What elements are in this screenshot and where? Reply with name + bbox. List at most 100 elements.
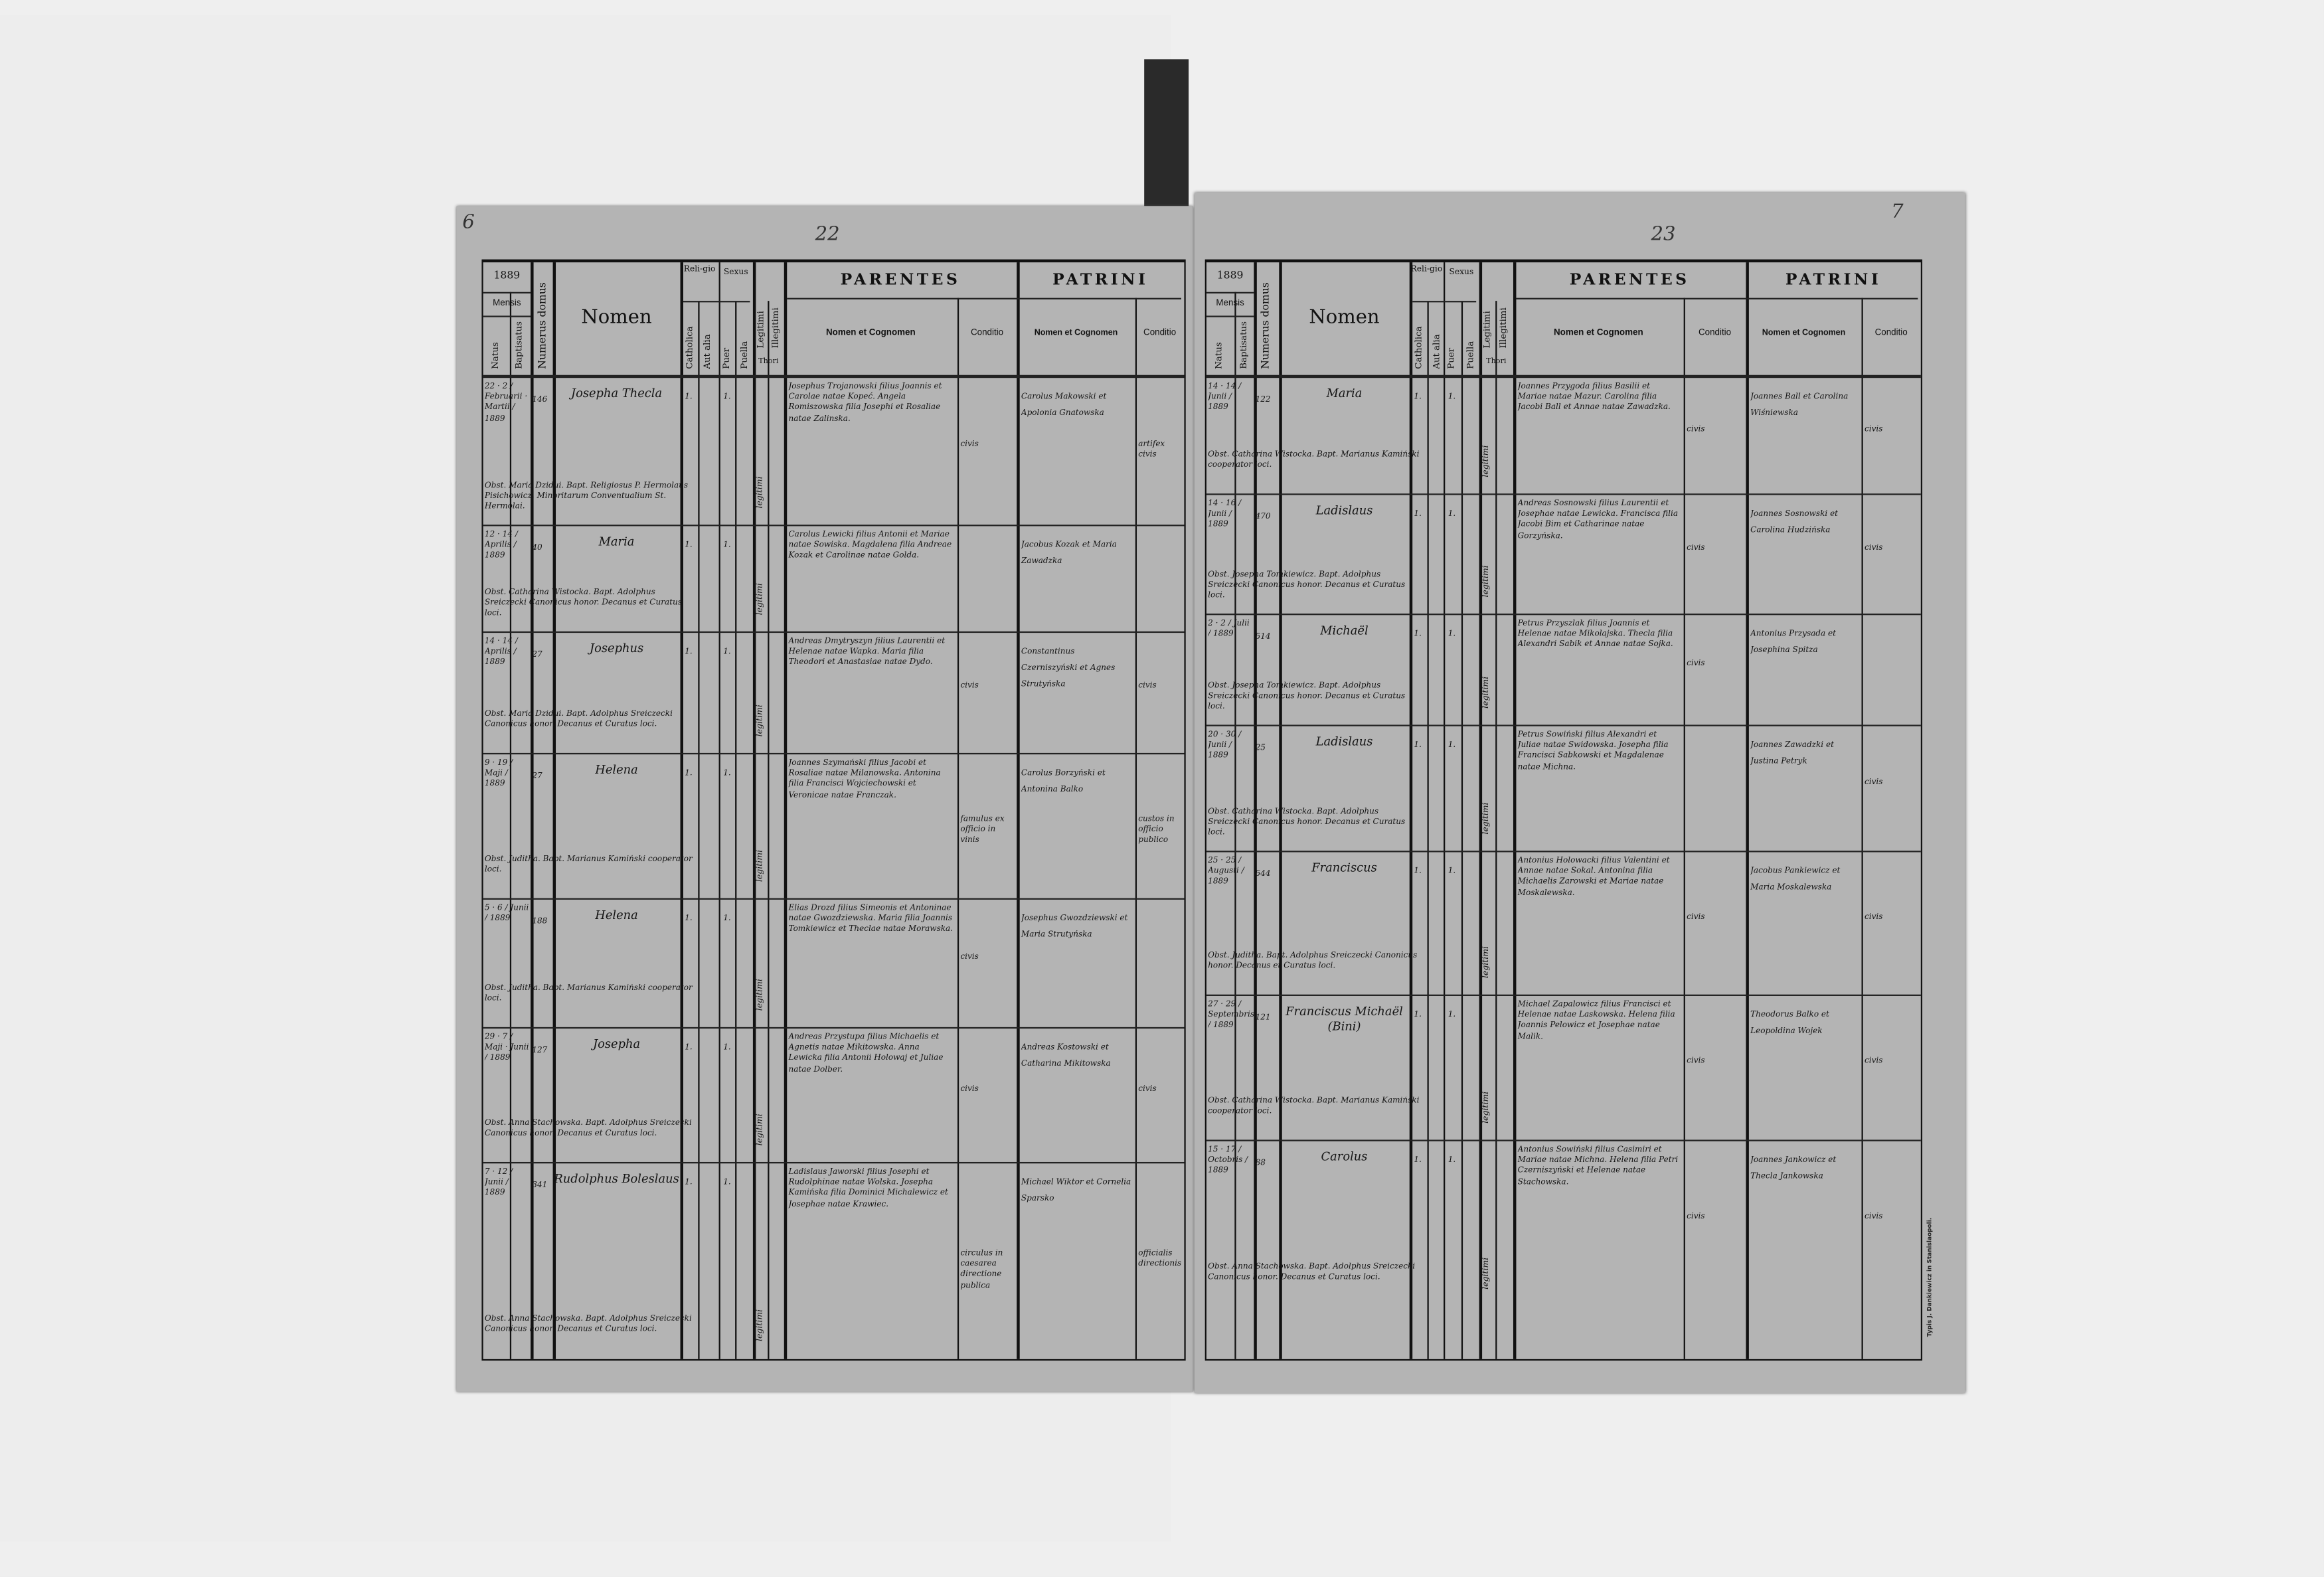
house-number: 121 bbox=[1255, 1013, 1271, 1023]
religio-mark: 1. bbox=[1414, 1156, 1422, 1165]
legitimacy-note: legitimi bbox=[756, 1309, 765, 1342]
parents-names: Antonius Holowacki filius Valentini et A… bbox=[1517, 857, 1670, 898]
column-rule bbox=[1746, 262, 1748, 1359]
religio-mark: 1. bbox=[1414, 1011, 1422, 1020]
column-rule bbox=[1444, 262, 1446, 1359]
midwife-baptizer-note: Obst. Anna Stachowska. Bapt. Adolphus Sr… bbox=[484, 1119, 692, 1139]
column-rule bbox=[1683, 297, 1685, 1359]
register-entry-row: 22 · 2 / Februarii · Martii / 1889 146 Jos… bbox=[483, 378, 1185, 527]
column-rule bbox=[1234, 291, 1236, 1359]
child-name: Josepha Thecla bbox=[570, 386, 663, 400]
godparents-condition bbox=[1138, 952, 1183, 1017]
column-rule bbox=[1513, 262, 1516, 1359]
child-name: Josepha bbox=[592, 1037, 641, 1051]
religio-label: Reli-gio bbox=[1410, 265, 1443, 274]
godparents-condition: officialis directionis bbox=[1138, 1249, 1182, 1270]
page-corner-number: 7 bbox=[1891, 201, 1904, 224]
midwife-baptizer-note: Obst. Juditha. Bapt. Marianus Kamiński c… bbox=[484, 984, 693, 1004]
legitimacy-note: legitimi bbox=[1482, 946, 1491, 979]
parents-names: Elias Drozd filius Simeonis et Antoninae… bbox=[788, 904, 954, 935]
right-page: 23 7 Typis J. Dankiewicz in Stanislaopol… bbox=[1195, 193, 1965, 1394]
midwife-baptizer-note: Obst. Catharina Wistocka. Bapt. Adolphus… bbox=[1208, 807, 1406, 839]
godparents-condition: artifex civis bbox=[1138, 440, 1165, 460]
godparents-condition: custos in officio publico bbox=[1138, 815, 1175, 846]
catholica-label: Catholica bbox=[685, 326, 695, 369]
house-number: 188 bbox=[532, 917, 548, 927]
religio-mark: 1. bbox=[685, 1043, 693, 1052]
house-number: 514 bbox=[1255, 633, 1271, 642]
parents-condition: circulus in caesarea directione publica bbox=[960, 1249, 1003, 1291]
godparents-names: Carolus Borzyński et Antonina Balko bbox=[1021, 769, 1106, 795]
left-register-table: 1889 Mensis Natus Baptisatus Numerus domus No… bbox=[481, 259, 1186, 1361]
binding-gap bbox=[1144, 59, 1189, 208]
column-rule bbox=[1279, 262, 1282, 1359]
godparents-names: Joannes Sosnowski et Carolina Hudzińska bbox=[1750, 509, 1839, 535]
register-entry-row: 9 · 19 / Maji / 1889 27 Helena 1. 1. legitimi… bbox=[483, 754, 1185, 900]
patrini-nomen-label: Nomen et Cognomen bbox=[1034, 329, 1118, 338]
legitimacy-note: legitimi bbox=[756, 476, 765, 509]
child-name: Ladislaus bbox=[1315, 503, 1373, 518]
column-rule bbox=[784, 262, 787, 1359]
house-number: 341 bbox=[532, 1181, 548, 1191]
midwife-baptizer-note: Obst. Josepha Tomkiewicz. Bapt. Adolphus… bbox=[1208, 681, 1406, 712]
legitimi-label: Legitimi bbox=[1482, 311, 1493, 349]
religio-mark: 1. bbox=[1414, 629, 1422, 639]
column-rule bbox=[531, 262, 533, 1359]
child-name: Maria bbox=[1326, 386, 1363, 400]
parents-names: Andreas Dmytryszyn filius Laurentii et H… bbox=[788, 637, 946, 668]
year-label: 1889 bbox=[1216, 270, 1244, 282]
row-rule bbox=[1206, 493, 1921, 495]
legitimacy-note: legitimi bbox=[756, 705, 765, 737]
parents-condition: famulus ex officio in vinis bbox=[960, 815, 1005, 846]
parents-names: Petrus Sowiński filius Alexandri et Juli… bbox=[1517, 730, 1669, 772]
sexus-mark: 1. bbox=[1448, 1156, 1456, 1165]
column-rule bbox=[698, 301, 700, 1359]
right-register-table: 1889 Mensis Natus Baptisatus Numerus domus No… bbox=[1204, 259, 1923, 1361]
register-entry-row: 27 · 29 / Septembris / 1889 121 Franciscus… bbox=[1206, 996, 1921, 1141]
left-page: 6 22 bbox=[456, 206, 1193, 1392]
sexus-mark: 1. bbox=[1448, 509, 1456, 519]
baptisatus-label: Baptisatus bbox=[514, 321, 525, 369]
godparents-condition: civis bbox=[1138, 1084, 1157, 1094]
register-entry-row: 7 · 12 / Junii / 1889 341 Rudolphus Bolesl… bbox=[483, 1163, 1185, 1359]
column-rule bbox=[1495, 301, 1497, 1359]
mensis-rule bbox=[1206, 315, 1254, 317]
religio-mark: 1. bbox=[1414, 392, 1422, 402]
parentes-heading: PARENTES bbox=[1569, 271, 1690, 290]
column-rule bbox=[1017, 262, 1019, 1359]
house-number: 88 bbox=[1255, 1159, 1266, 1168]
row-rule bbox=[483, 631, 1185, 633]
birth-baptism-date: 15 · 17 / Octobris / 1889 bbox=[1208, 1145, 1248, 1176]
mensis-rule bbox=[483, 315, 531, 317]
child-name: Michaël bbox=[1320, 623, 1369, 637]
sexus-label: Sexus bbox=[1449, 268, 1474, 278]
house-number: 25 bbox=[1255, 744, 1266, 753]
year-rule bbox=[1206, 291, 1254, 293]
sexus-mark: 1. bbox=[1448, 1011, 1456, 1020]
row-rule bbox=[483, 1027, 1185, 1029]
register-entry-row: 5 · 6 / Junii / 1889 188 Helena 1. 1. legitim… bbox=[483, 900, 1185, 1029]
mensis-label: Mensis bbox=[493, 299, 521, 309]
catholica-label: Catholica bbox=[1414, 326, 1425, 369]
godparents-names: Joannes Zawadzki et Justina Petryk bbox=[1750, 741, 1834, 766]
house-number: 127 bbox=[532, 1046, 548, 1056]
child-name: Helena bbox=[595, 763, 638, 777]
birth-baptism-date: 25 · 25 / Augusti / 1889 bbox=[1208, 857, 1244, 887]
parents-condition: civis bbox=[1687, 543, 1705, 552]
midwife-baptizer-note: Obst. Anna Stachowska. Bapt. Adolphus Sr… bbox=[484, 1314, 692, 1335]
birth-baptism-date: 14 · 14 / Aprilis / 1889 bbox=[484, 637, 518, 668]
parentes-conditio-label: Conditio bbox=[1698, 329, 1732, 338]
child-name: Josephus bbox=[589, 641, 644, 655]
register-entry-row: 20 · 30 / Junii / 1889 25 Ladislaus 1. 1. leg… bbox=[1206, 726, 1921, 853]
child-name: Rudolphus Boleslaus bbox=[554, 1172, 679, 1186]
parents-condition bbox=[1687, 778, 1744, 841]
parents-condition: civis bbox=[1687, 1056, 1705, 1066]
religio-mark: 1. bbox=[685, 540, 693, 550]
year-rule bbox=[483, 291, 531, 293]
midwife-baptizer-note: Obst. Catharina Wistocka. Bapt. Marianus… bbox=[1208, 450, 1420, 471]
sexus-mark: 1. bbox=[723, 540, 731, 550]
parents-condition: civis bbox=[960, 952, 979, 961]
register-entry-row: 25 · 25 / Augusti / 1889 544 Franciscus 1. 1… bbox=[1206, 852, 1921, 996]
religio-mark: 1. bbox=[685, 769, 693, 778]
legitimi-label: Legitimi bbox=[756, 311, 766, 349]
